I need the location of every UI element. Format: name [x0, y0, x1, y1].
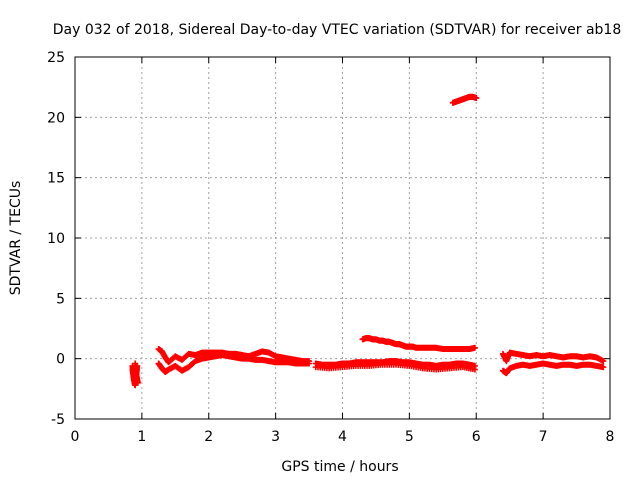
series-seg-0.9h [129, 360, 141, 389]
data-point [306, 360, 313, 367]
y-tick-label: 25 [47, 50, 65, 66]
y-axis-label: SDTVAR / TECUs [8, 181, 24, 296]
x-tick-label: 3 [271, 429, 280, 445]
series-seg-4.3-6h-high [359, 335, 478, 353]
data-point [600, 364, 607, 371]
x-tick-label: 8 [606, 429, 615, 445]
data-point [473, 95, 480, 102]
axis-ticks: 0 1 2 3 4 5 6 7 8 -5 0 5 10 15 20 25 [47, 50, 614, 445]
x-tick-label: 1 [137, 429, 146, 445]
grid-lines [75, 57, 610, 419]
y-tick-label: 0 [56, 352, 65, 368]
data-point [134, 379, 141, 386]
series-seg-1.2-3.5h-lower [155, 352, 313, 375]
x-tick-label: 2 [204, 429, 213, 445]
x-tick-label: 6 [472, 429, 481, 445]
data-points [129, 93, 607, 389]
data-point [600, 358, 607, 365]
series-seg-5.7h-outlier [449, 93, 480, 106]
x-tick-label: 0 [71, 429, 80, 445]
series-seg-6.4-7.9h-lower [500, 360, 607, 377]
y-tick-label: 20 [47, 110, 65, 126]
y-tick-label: 10 [47, 231, 65, 247]
x-tick-label: 4 [338, 429, 347, 445]
chart-title: Day 032 of 2018, Sidereal Day-to-day VTE… [53, 22, 622, 38]
series-seg-3.5-6h-lower [312, 361, 478, 373]
data-point [471, 344, 478, 351]
series-seg-6.4-7.9h [500, 349, 607, 365]
plot-frame [74, 56, 611, 420]
data-point [471, 366, 478, 373]
x-axis-label: GPS time / hours [281, 459, 398, 475]
y-tick-label: 15 [47, 171, 65, 187]
y-tick-label: -5 [51, 412, 65, 428]
x-tick-label: 5 [405, 429, 414, 445]
y-tick-label: 5 [56, 291, 65, 307]
x-tick-label: 7 [539, 429, 548, 445]
